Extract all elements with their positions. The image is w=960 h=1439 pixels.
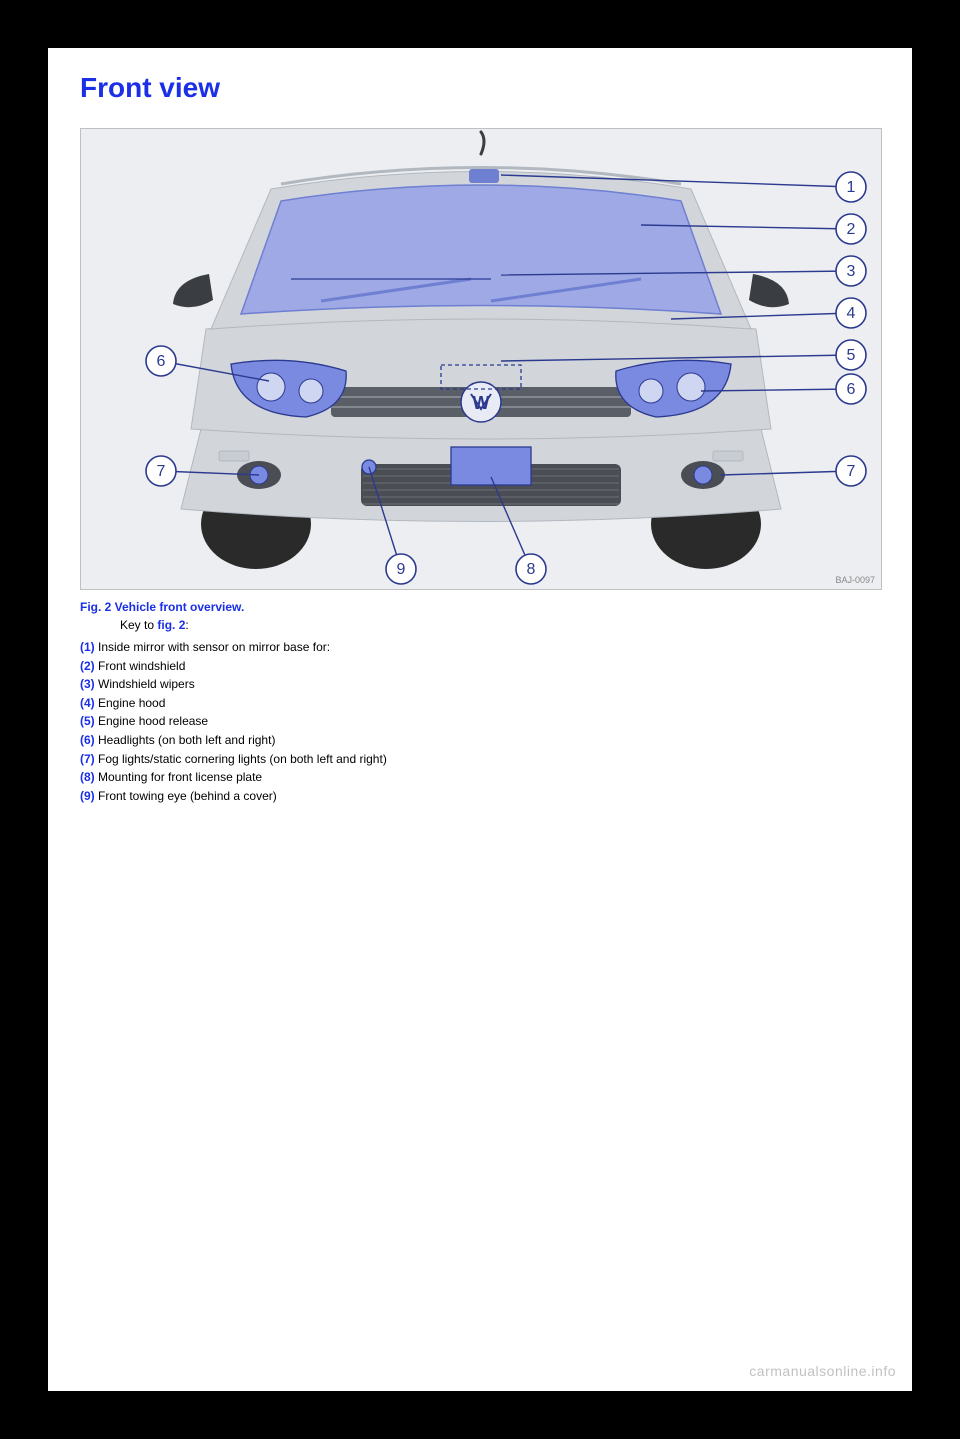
list-item: (1) Inside mirror with sensor on mirror … bbox=[80, 638, 880, 657]
list-item-text: Mounting for front license plate bbox=[98, 770, 262, 784]
content-area: Front view W12345667789 BAJ-0097 Fig. 2 … bbox=[80, 72, 880, 805]
list-item-text: Front towing eye (behind a cover) bbox=[98, 789, 277, 803]
vehicle-diagram: W12345667789 bbox=[81, 129, 881, 589]
page: Front view W12345667789 BAJ-0097 Fig. 2 … bbox=[48, 48, 912, 1391]
svg-text:6: 6 bbox=[157, 353, 166, 370]
svg-text:3: 3 bbox=[847, 263, 856, 280]
image-id: BAJ-0097 bbox=[835, 575, 875, 585]
svg-text:5: 5 bbox=[847, 347, 856, 364]
list-item-number: (2) bbox=[80, 659, 98, 673]
page-title: Front view bbox=[80, 72, 880, 104]
list-item: (6) Headlights (on both left and right) bbox=[80, 731, 880, 750]
watermark: carmanualsonline.info bbox=[749, 1363, 896, 1379]
list-item-number: (1) bbox=[80, 640, 98, 654]
svg-text:9: 9 bbox=[397, 561, 406, 578]
svg-text:1: 1 bbox=[847, 179, 856, 196]
svg-text:7: 7 bbox=[847, 463, 856, 480]
key-intro-prefix: Key to bbox=[120, 618, 157, 632]
svg-text:8: 8 bbox=[527, 561, 536, 578]
key-intro-figref: fig. 2 bbox=[157, 618, 185, 632]
list-item: (7) Fog lights/static cornering lights (… bbox=[80, 750, 880, 769]
svg-text:2: 2 bbox=[847, 221, 856, 238]
list-item-number: (9) bbox=[80, 789, 98, 803]
list-item-number: (4) bbox=[80, 696, 98, 710]
item-list: (1) Inside mirror with sensor on mirror … bbox=[80, 638, 880, 805]
list-item-number: (7) bbox=[80, 752, 98, 766]
list-item-text: Front windshield bbox=[98, 659, 185, 673]
list-item-text: Engine hood bbox=[98, 696, 165, 710]
figure-caption: Fig. 2 Vehicle front overview. bbox=[80, 600, 880, 614]
list-item-text: Engine hood release bbox=[98, 714, 208, 728]
list-item: (5) Engine hood release bbox=[80, 712, 880, 731]
figure: W12345667789 BAJ-0097 bbox=[80, 128, 882, 590]
list-item: (4) Engine hood bbox=[80, 694, 880, 713]
list-item-text: Headlights (on both left and right) bbox=[98, 733, 275, 747]
list-item-number: (5) bbox=[80, 714, 98, 728]
list-item-text: Windshield wipers bbox=[98, 677, 195, 691]
list-item: (3) Windshield wipers bbox=[80, 675, 880, 694]
list-item-text: Inside mirror with sensor on mirror base… bbox=[98, 640, 330, 654]
key-intro: Key to fig. 2: bbox=[120, 618, 880, 632]
list-item-number: (8) bbox=[80, 770, 98, 784]
svg-text:4: 4 bbox=[847, 305, 856, 322]
key-intro-suffix: : bbox=[185, 618, 188, 632]
list-item: (9) Front towing eye (behind a cover) bbox=[80, 787, 880, 806]
list-item: (8) Mounting for front license plate bbox=[80, 768, 880, 787]
svg-text:6: 6 bbox=[847, 381, 856, 398]
list-item-text: Fog lights/static cornering lights (on b… bbox=[98, 752, 387, 766]
svg-text:7: 7 bbox=[157, 463, 166, 480]
list-item-number: (6) bbox=[80, 733, 98, 747]
list-item-number: (3) bbox=[80, 677, 98, 691]
list-item: (2) Front windshield bbox=[80, 657, 880, 676]
